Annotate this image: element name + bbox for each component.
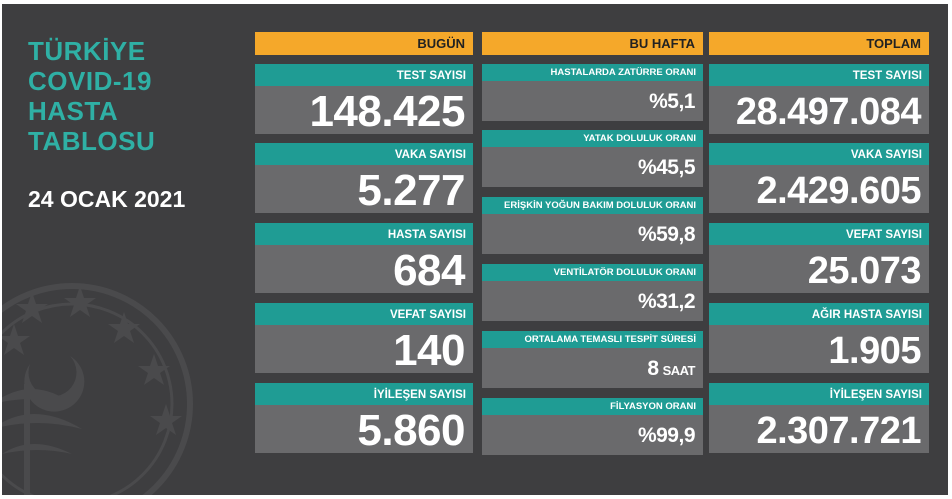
stat-value: 5.277 [255, 165, 473, 215]
total-tile: TEST SAYISI 28.497.084 [709, 64, 929, 134]
stat-value: %59,8 [482, 214, 703, 254]
stat-label: HASTALARDA ZATÜRRE ORANI [482, 64, 703, 81]
stat-value: 28.497.084 [709, 86, 929, 134]
title-line: TÜRKİYE [28, 36, 146, 66]
total-tile: AĞIR HASTA SAYISI 1.905 [709, 303, 929, 373]
value-unit: SAAT [662, 363, 696, 378]
value-number: %5,1 [649, 90, 695, 113]
week-tile: YATAK DOLULUK ORANI %45,5 [482, 130, 703, 187]
today-tile: TEST SAYISI 148.425 [255, 64, 473, 136]
stat-value: 2.429.605 [709, 165, 929, 213]
stat-label: TEST SAYISI [709, 64, 929, 86]
week-tile: FİLYASYON ORANI %99,9 [482, 398, 703, 455]
stat-label: ERİŞKİN YOĞUN BAKIM DOLULUK ORANI [482, 197, 703, 214]
week-tile: HASTALARDA ZATÜRRE ORANI %5,1 [482, 64, 703, 121]
stat-label: AĞIR HASTA SAYISI [709, 303, 929, 325]
stat-label: VEFAT SAYISI [255, 303, 473, 325]
today-tile: HASTA SAYISI 684 [255, 223, 473, 295]
total-tile: İYİLEŞEN SAYISI 2.307.721 [709, 383, 929, 453]
stat-label: YATAK DOLULUK ORANI [482, 130, 703, 147]
stat-value: 684 [255, 245, 473, 295]
total-tile: VEFAT SAYISI 25.073 [709, 223, 929, 293]
week-tile: VENTİLATÖR DOLULUK ORANI %31,2 [482, 264, 703, 321]
stat-label: TEST SAYISI [255, 64, 473, 86]
ministry-of-health-emblem-icon [2, 283, 193, 495]
stat-value: 148.425 [255, 86, 473, 136]
today-tile: İYİLEŞEN SAYISI 5.860 [255, 383, 473, 455]
stat-value: 1.905 [709, 325, 929, 373]
stat-value: %31,2 [482, 281, 703, 321]
total-tile: VAKA SAYISI 2.429.605 [709, 143, 929, 213]
value-number: %59,8 [637, 223, 696, 246]
week-tile: ERİŞKİN YOĞUN BAKIM DOLULUK ORANI %59,8 [482, 197, 703, 254]
week-column: BU HAFTA HASTALARDA ZATÜRRE ORANI %5,1 Y… [482, 32, 703, 455]
covid-dashboard: TÜRKİYE COVID-19 HASTA TABLOSU 24 OCAK 2… [2, 4, 948, 495]
value-number: %99,9 [637, 424, 696, 447]
stat-label: VAKA SAYISI [709, 143, 929, 165]
week-tile: ORTALAMA TEMASLI TESPİT SÜRESİ 8 SAAT [482, 331, 703, 388]
stat-value: 2.307.721 [709, 405, 929, 453]
today-tile: VAKA SAYISI 5.277 [255, 143, 473, 215]
stat-value: 5.860 [255, 405, 473, 455]
stat-label: VENTİLATÖR DOLULUK ORANI [482, 264, 703, 281]
stat-label: VAKA SAYISI [255, 143, 473, 165]
page-title: TÜRKİYE COVID-19 HASTA TABLOSU [28, 36, 155, 156]
stat-label: VEFAT SAYISI [709, 223, 929, 245]
stat-value: 25.073 [709, 245, 929, 293]
total-header: TOPLAM [709, 32, 929, 55]
stat-label: FİLYASYON ORANI [482, 398, 703, 415]
total-column: TOPLAM TEST SAYISI 28.497.084 VAKA SAYIS… [709, 32, 929, 453]
title-line: COVID-19 [28, 66, 152, 96]
stat-label: HASTA SAYISI [255, 223, 473, 245]
stat-value: 8 SAAT [482, 348, 703, 388]
value-number: %31,2 [637, 290, 696, 313]
report-date: 24 OCAK 2021 [28, 186, 186, 212]
stat-value: %5,1 [482, 81, 703, 121]
stat-label: ORTALAMA TEMASLI TESPİT SÜRESİ [482, 331, 703, 348]
today-header: BUGÜN [255, 32, 473, 55]
title-line: TABLOSU [28, 126, 156, 156]
value-number: 8 [647, 357, 659, 380]
stat-label: İYİLEŞEN SAYISI [709, 383, 929, 405]
stat-label: İYİLEŞEN SAYISI [255, 383, 473, 405]
stat-value: %99,9 [482, 415, 703, 455]
today-tile: VEFAT SAYISI 140 [255, 303, 473, 375]
title-line: HASTA [28, 96, 119, 126]
stat-value: 140 [255, 325, 473, 375]
value-number: %45,5 [637, 156, 696, 179]
stat-value: %45,5 [482, 147, 703, 187]
today-column: BUGÜN TEST SAYISI 148.425 VAKA SAYISI 5.… [255, 32, 473, 455]
week-header: BU HAFTA [482, 32, 703, 55]
